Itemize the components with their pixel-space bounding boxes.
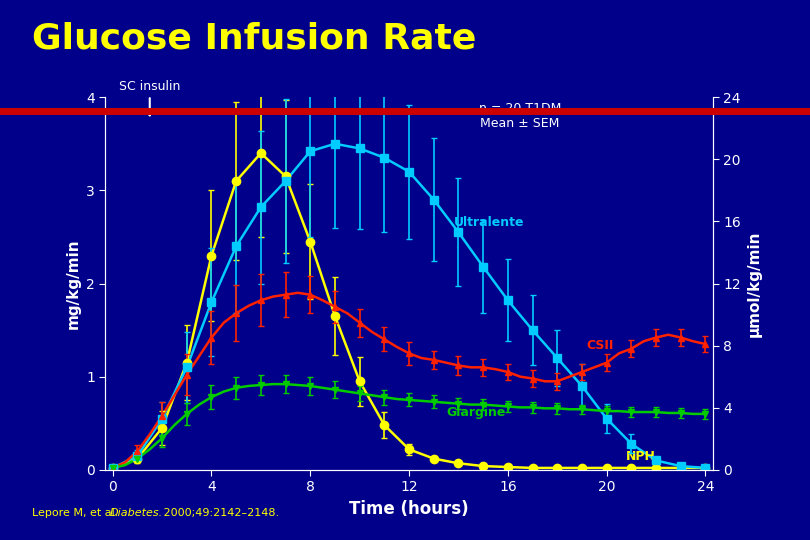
- Text: CSII: CSII: [587, 339, 614, 352]
- Y-axis label: μmol/kg/min: μmol/kg/min: [747, 230, 761, 337]
- Text: 2000;49:2142–2148.: 2000;49:2142–2148.: [160, 508, 279, 518]
- Text: n = 20 T1DM
Mean ± SEM: n = 20 T1DM Mean ± SEM: [479, 102, 561, 130]
- Text: Lepore M, et al.: Lepore M, et al.: [32, 508, 122, 518]
- Y-axis label: mg/kg/min: mg/kg/min: [66, 238, 80, 329]
- Text: Ultralente: Ultralente: [454, 216, 524, 229]
- Text: Diabetes.: Diabetes.: [109, 508, 163, 518]
- Text: Glucose Infusion Rate: Glucose Infusion Rate: [32, 22, 477, 56]
- X-axis label: Time (hours): Time (hours): [349, 500, 469, 518]
- Text: Glargine: Glargine: [446, 406, 505, 419]
- Text: SC insulin: SC insulin: [119, 79, 181, 116]
- Text: NPH: NPH: [626, 450, 656, 463]
